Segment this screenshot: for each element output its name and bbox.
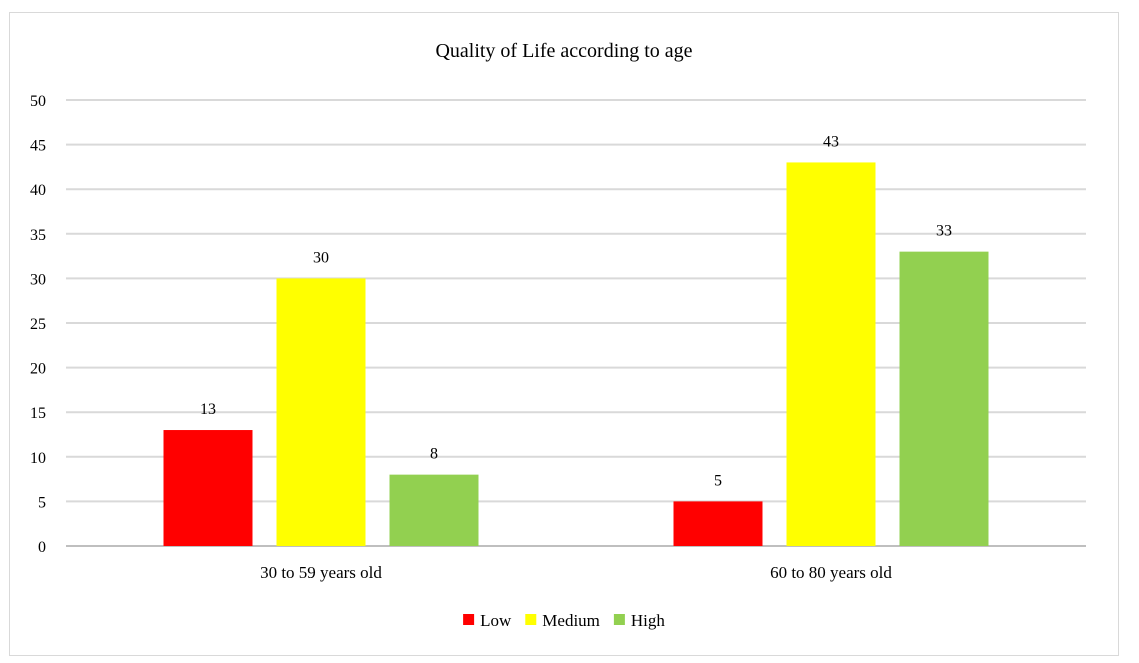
bars	[163, 162, 989, 546]
data-label: 13	[200, 401, 216, 418]
chart-title: Quality of Life according to age	[435, 40, 692, 62]
y-tick-label: 30	[30, 271, 46, 288]
data-label: 30	[313, 249, 329, 266]
data-label: 5	[714, 472, 722, 489]
x-category-label: 30 to 59 years old	[260, 563, 382, 582]
legend: Low Medium High	[463, 611, 665, 630]
y-tick-label: 45	[30, 138, 46, 155]
legend-swatch	[525, 614, 537, 625]
legend-label: Medium	[542, 611, 600, 630]
y-tick-label: 15	[30, 405, 46, 422]
legend-swatch	[463, 614, 475, 625]
chart-frame	[9, 12, 1119, 656]
data-label: 33	[936, 223, 952, 240]
bar-medium	[786, 162, 876, 546]
y-axis: 0 5 10 15 20 25 30 35 40 45 50	[30, 93, 46, 556]
y-tick-label: 10	[30, 450, 46, 467]
y-tick-label: 35	[30, 227, 46, 244]
y-tick-label: 50	[30, 93, 46, 110]
y-tick-label: 20	[30, 361, 46, 378]
bar-medium	[276, 278, 366, 546]
y-tick-label: 25	[30, 316, 46, 333]
bar-low	[163, 430, 253, 546]
y-tick-label: 5	[38, 494, 46, 511]
data-label: 8	[430, 446, 438, 463]
legend-swatch	[613, 614, 625, 625]
x-axis: 30 to 59 years old 60 to 80 years old	[260, 563, 892, 582]
bar-high	[389, 474, 479, 546]
legend-label: High	[631, 611, 666, 630]
y-tick-label: 0	[38, 539, 46, 556]
x-category-label: 60 to 80 years old	[770, 563, 892, 582]
legend-label: Low	[480, 611, 512, 630]
bar-low	[673, 501, 763, 546]
y-tick-label: 40	[30, 182, 46, 199]
bar-high	[899, 251, 989, 546]
data-label: 43	[823, 133, 839, 150]
data-labels: 13 30 8 5 43 33	[200, 133, 952, 489]
